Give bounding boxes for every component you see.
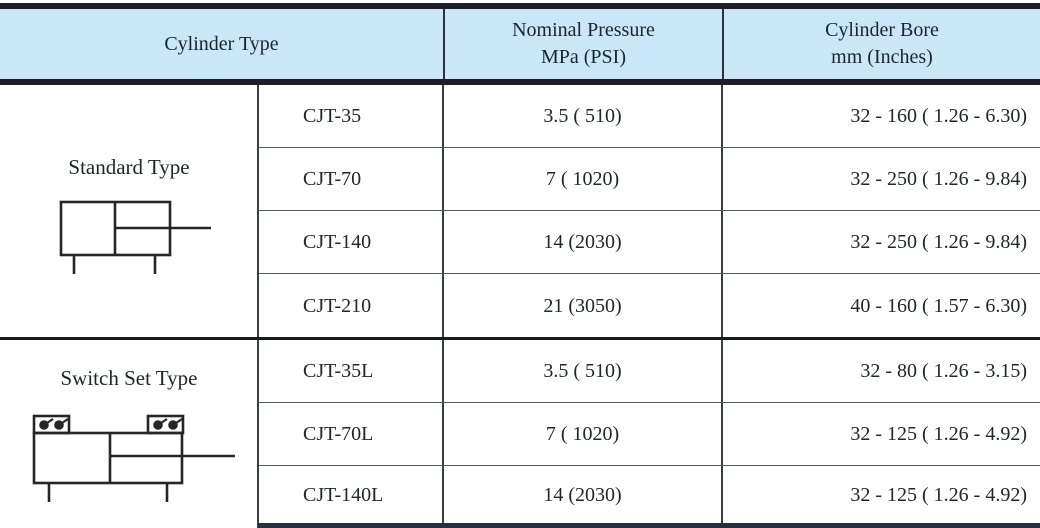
table-row: CJT-70L 7 ( 1020) 32 - 125 ( 1.26 - 4.92… <box>258 404 1040 466</box>
bore-cell: 32 - 125 ( 1.26 - 4.92) <box>850 423 1027 445</box>
bore-cell: 32 - 160 ( 1.26 - 6.30) <box>850 104 1027 127</box>
group-divider-line <box>0 337 1040 340</box>
header-nominal-pressure-line2: MPa (PSI) <box>540 46 626 68</box>
header-nominal-pressure: Nominal Pressure MPa (PSI) <box>443 9 722 79</box>
header-cylinder-type: Cylinder Type <box>0 9 443 79</box>
grid-line-vertical-left <box>257 85 259 528</box>
table-row: CJT-70 7 ( 1020) 32 - 250 ( 1.26 - 9.84) <box>258 149 1040 211</box>
header-cylinder-type-label: Cylinder Type <box>164 32 279 55</box>
table-header: Cylinder Type Nominal Pressure MPa (PSI)… <box>0 3 1040 85</box>
header-cylinder-bore-line2: mm (Inches) <box>831 46 933 68</box>
bore-cell: 40 - 160 ( 1.57 - 6.30) <box>850 294 1027 317</box>
model-cell: CJT-70L <box>303 423 374 445</box>
pressure-cell: 14 (2030) <box>543 231 622 253</box>
header-cylinder-bore: Cylinder Bore mm (Inches) <box>722 9 1040 79</box>
table-row: CJT-35L 3.5 ( 510) 32 - 80 ( 1.26 - 3.15… <box>258 340 1040 403</box>
table-row: CJT-140 14 (2030) 32 - 250 ( 1.26 - 9.84… <box>258 212 1040 274</box>
model-cell: CJT-210 <box>303 294 372 317</box>
table-row: CJT-140L 14 (2030) 32 - 125 ( 1.26 - 4.9… <box>258 467 1040 523</box>
pressure-cell: 7 ( 1020) <box>545 423 620 445</box>
pressure-cell: 3.5 ( 510) <box>543 104 622 127</box>
pressure-cell: 3.5 ( 510) <box>543 359 622 382</box>
model-cell: CJT-35L <box>303 359 374 382</box>
grid-line-vertical-middle <box>442 85 444 528</box>
group-label-switch-set: Switch Set Type <box>60 366 198 390</box>
model-cell: CJT-140 <box>303 231 372 253</box>
table-bottom-border <box>258 523 1040 528</box>
grid-line-vertical-right <box>721 85 723 528</box>
bore-cell: 32 - 250 ( 1.26 - 9.84) <box>850 231 1027 253</box>
switch-set-cylinder-schematic-icon <box>32 414 235 502</box>
model-cell: CJT-70 <box>303 168 362 190</box>
bore-cell: 32 - 80 ( 1.26 - 3.15) <box>860 359 1027 382</box>
standard-cylinder-schematic-icon <box>59 200 211 274</box>
pressure-cell: 21 (3050) <box>543 294 622 317</box>
header-nominal-pressure-line1: Nominal Pressure <box>512 19 655 41</box>
pressure-cell: 7 ( 1020) <box>545 168 620 190</box>
bore-cell: 32 - 125 ( 1.26 - 4.92) <box>850 483 1027 506</box>
bore-cell: 32 - 250 ( 1.26 - 9.84) <box>850 168 1027 190</box>
pressure-cell: 14 (2030) <box>543 483 622 506</box>
group-label-standard: Standard Type <box>68 155 190 179</box>
group-standard-type: Standard Type <box>0 85 258 337</box>
table-row: CJT-210 21 (3050) 40 - 160 ( 1.57 - 6.30… <box>258 275 1040 337</box>
header-cylinder-bore-line1: Cylinder Bore <box>825 19 939 41</box>
table-row: CJT-35 3.5 ( 510) 32 - 160 ( 1.26 - 6.30… <box>258 85 1040 148</box>
model-cell: CJT-35 <box>303 104 362 127</box>
group-switch-set-type: Switch Set Type <box>0 340 258 528</box>
model-cell: CJT-140L <box>303 483 384 506</box>
